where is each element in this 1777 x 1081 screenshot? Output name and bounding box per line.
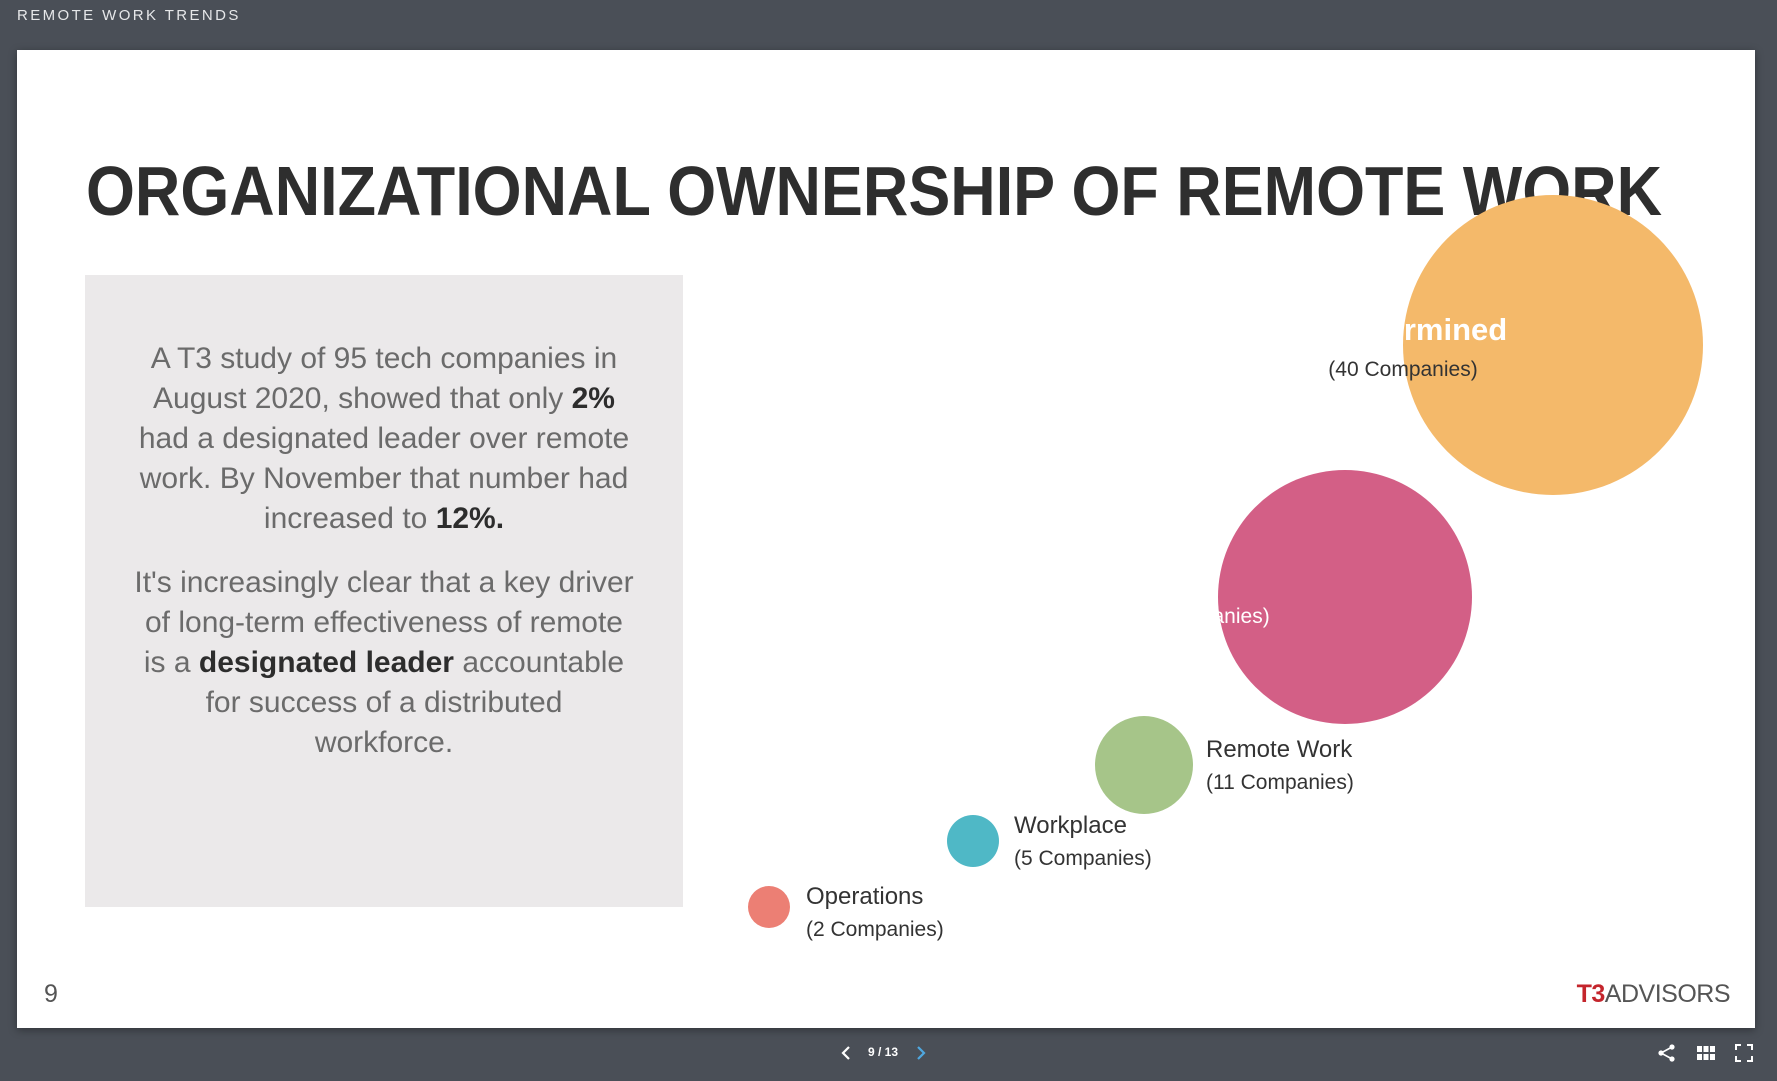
bubble-label: HR [1177,569,1213,596]
bubble-label: Undetermined [1298,312,1508,347]
logo-mark: T3 [1576,980,1606,1008]
text: had a designated leader over remote work… [138,422,630,535]
bubble [947,815,999,867]
slide: ORGANIZATIONAL OWNERSHIP OF REMOTE WORK … [17,50,1755,1028]
page-indicator: 9 / 13 [867,1045,899,1059]
next-button[interactable] [910,1043,932,1063]
bubble-label: Workplace [1014,812,1127,839]
text: accountable for success of a distributed… [205,646,625,759]
text: A T3 study of 95 tech companies in Augus… [150,342,618,415]
bold-text: designated leader [198,646,454,679]
page-number: 9 [44,980,58,1008]
bubble [748,886,790,928]
grid-button[interactable] [1696,1045,1716,1061]
bubble-detail: (40 Companies) [1328,358,1478,381]
bold-text: 2% [571,382,615,415]
text-box: A T3 study of 95 tech companies in Augus… [85,275,683,907]
logo: T3ADVISORS [1576,980,1731,1009]
paragraph: A T3 study of 95 tech companies in Augus… [133,339,635,539]
paragraph: It's increasingly clear that a key drive… [133,563,635,763]
bubble [1095,716,1193,814]
bubble-label: Operations [806,883,924,910]
bubble-detail: (37 Companies) [1120,605,1270,628]
bubble-detail: (5 Companies) [1014,847,1152,870]
deck-title: REMOTE WORK TRENDS [17,7,241,24]
text: It's increasingly clear that a key drive… [134,566,634,679]
bold-text: 12%. [435,502,505,535]
prev-button[interactable] [836,1043,858,1063]
bubble [1218,470,1472,724]
slide-title: ORGANIZATIONAL OWNERSHIP OF REMOTE WORK [86,152,1662,230]
logo-text: ADVISORS [1604,980,1731,1008]
fullscreen-button[interactable] [1735,1044,1753,1062]
slide-graphics: ORGANIZATIONAL OWNERSHIP OF REMOTE WORK [86,152,1703,928]
bubble-detail: (2 Companies) [806,918,944,941]
bubble [1403,195,1703,495]
bubble-detail: (11 Companies) [1206,771,1354,794]
share-button[interactable] [1657,1043,1677,1063]
bubble-label: Remote Work [1206,736,1353,763]
